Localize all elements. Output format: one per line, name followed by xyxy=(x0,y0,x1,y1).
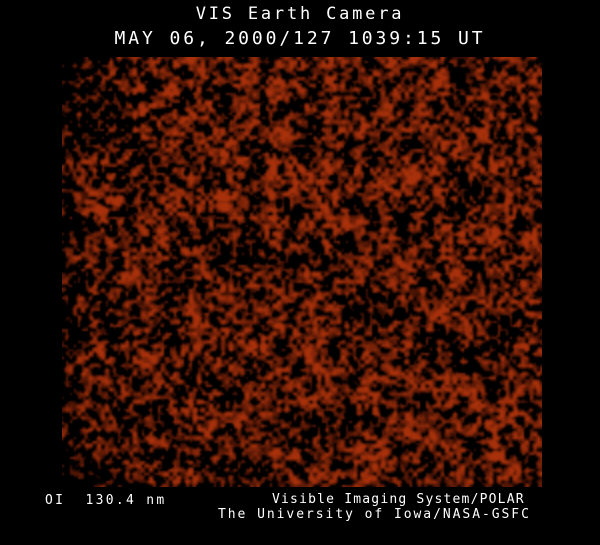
camera-image xyxy=(62,57,542,487)
wavelength-label: OI 130.4 nm xyxy=(45,493,167,508)
institution-credit-label: The University of Iowa/NASA-GSFC xyxy=(218,507,531,522)
instrument-credit-label: Visible Imaging System/POLAR xyxy=(272,492,525,507)
page-title: VIS Earth Camera xyxy=(195,4,405,24)
timestamp-label: MAY 06, 2000/127 1039:15 UT xyxy=(114,28,486,49)
